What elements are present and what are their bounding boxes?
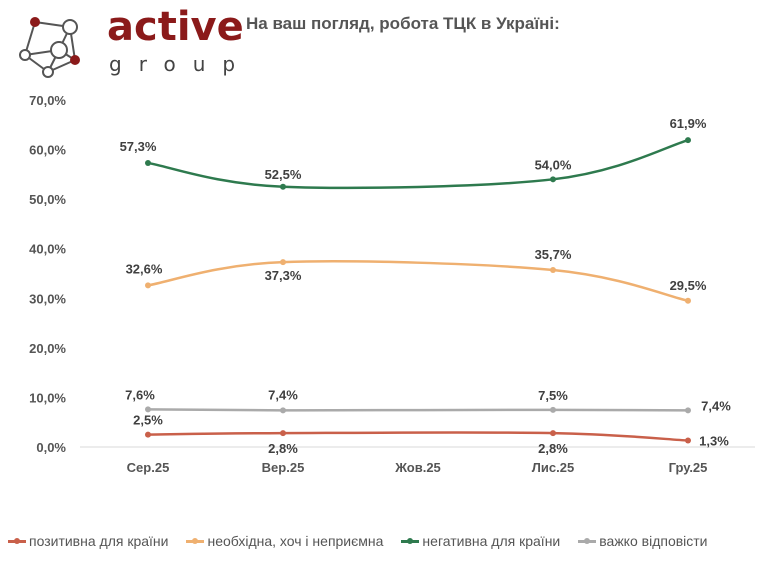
legend-label: необхідна, хоч і неприємна bbox=[207, 533, 384, 549]
data-label: 2,8% bbox=[268, 441, 298, 456]
line-chart: 0,0% 10,0% 20,0% 30,0% 40,0% 50,0% 60,0% 70,0% С… bbox=[29, 93, 755, 475]
data-point bbox=[550, 430, 556, 437]
y-tick-label: 10,0% bbox=[29, 390, 66, 405]
data-point bbox=[145, 282, 151, 289]
data-label: 52,5% bbox=[265, 167, 302, 182]
data-point bbox=[685, 137, 691, 144]
data-label: 32,6% bbox=[126, 261, 163, 276]
data-point bbox=[550, 267, 556, 274]
y-tick-label: 60,0% bbox=[29, 143, 66, 158]
y-tick-label: 30,0% bbox=[29, 291, 66, 306]
y-tick-label: 50,0% bbox=[29, 192, 66, 207]
chart-title: На ваш погляд, робота ТЦК в Україні: bbox=[246, 14, 560, 33]
legend-label: важко відповісти bbox=[599, 533, 708, 549]
data-label: 61,9% bbox=[670, 116, 707, 131]
data-point bbox=[550, 406, 556, 413]
data-label: 7,6% bbox=[125, 387, 155, 402]
x-tick-label: Гру.25 bbox=[669, 460, 708, 475]
legend-label: позитивна для країни bbox=[29, 533, 169, 549]
series-line bbox=[147, 260, 689, 302]
data-label: 7,4% bbox=[268, 387, 298, 402]
data-label: 29,5% bbox=[670, 278, 707, 293]
series-line bbox=[147, 138, 689, 190]
data-point bbox=[145, 159, 151, 166]
y-tick-label: 40,0% bbox=[29, 242, 66, 257]
data-label: 37,3% bbox=[265, 268, 302, 283]
data-point bbox=[145, 431, 151, 438]
logo-word-group: group bbox=[109, 52, 253, 76]
data-label: 2,8% bbox=[538, 441, 568, 456]
series-line bbox=[147, 431, 689, 442]
series-line bbox=[147, 408, 689, 412]
x-tick-label: Вер.25 bbox=[262, 460, 305, 475]
legend-marker bbox=[578, 537, 597, 544]
legend-marker bbox=[401, 537, 420, 544]
data-point bbox=[550, 176, 556, 183]
y-tick-label: 20,0% bbox=[29, 341, 66, 356]
logo: active group bbox=[15, 4, 244, 85]
x-tick-label: Сер.25 bbox=[127, 460, 170, 475]
data-point bbox=[280, 183, 286, 190]
data-label: 54,0% bbox=[535, 157, 572, 172]
x-tick-label: Лис.25 bbox=[532, 460, 574, 475]
data-label: 35,7% bbox=[535, 247, 572, 262]
legend-item: негативна для країни bbox=[401, 533, 560, 549]
legend-item: позитивна для країни bbox=[8, 533, 168, 549]
y-tick-label: 0,0% bbox=[36, 440, 66, 455]
data-point bbox=[280, 430, 286, 437]
data-point bbox=[280, 407, 286, 414]
data-label: 57,3% bbox=[120, 139, 157, 154]
legend: позитивна для країни необхідна, хоч і неп… bbox=[8, 533, 708, 549]
legend-marker bbox=[8, 537, 26, 544]
data-point bbox=[145, 406, 151, 413]
legend-item: важко відповісти bbox=[578, 533, 708, 549]
legend-label: негативна для країни bbox=[422, 533, 561, 549]
logo-word-active: active bbox=[107, 4, 244, 50]
data-point bbox=[685, 437, 691, 444]
data-label: 7,4% bbox=[701, 398, 731, 413]
data-label: 1,3% bbox=[699, 434, 729, 449]
data-label: 2,5% bbox=[133, 413, 163, 428]
data-point bbox=[685, 297, 691, 304]
y-tick-label: 70,0% bbox=[29, 93, 66, 108]
data-label: 7,5% bbox=[538, 388, 568, 403]
legend-marker bbox=[186, 537, 205, 544]
logo-network-icon bbox=[19, 17, 80, 78]
legend-item: необхідна, хоч і неприємна bbox=[186, 533, 383, 549]
x-tick-label: Жов.25 bbox=[394, 460, 441, 475]
data-point bbox=[685, 407, 691, 414]
data-point bbox=[280, 259, 286, 266]
